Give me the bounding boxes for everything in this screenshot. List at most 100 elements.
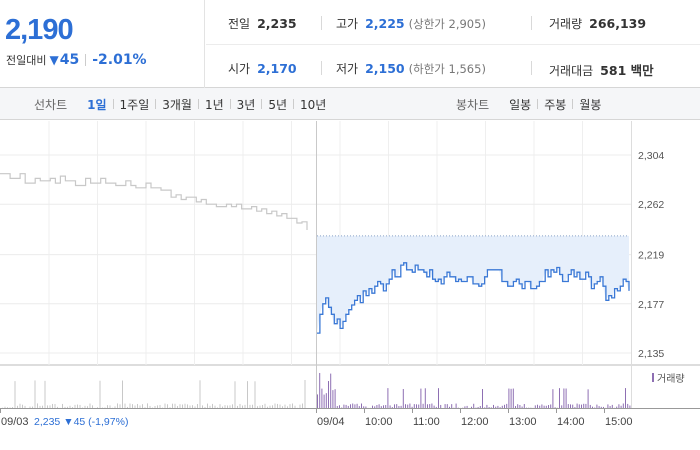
volume-bar — [585, 403, 587, 408]
tab-monthly-candle[interactable]: 월봉 — [579, 97, 602, 112]
volume-bar — [64, 406, 66, 408]
volume-bar — [567, 404, 569, 408]
volume-bar — [446, 404, 448, 408]
divider — [321, 16, 322, 30]
volume-bar — [550, 404, 552, 408]
volume-bar — [172, 403, 173, 408]
tab-weekly-candle[interactable]: 주봉 — [544, 97, 567, 112]
tab-daily-candle[interactable]: 일봉 — [509, 97, 532, 112]
volume-bar — [325, 393, 327, 408]
volume-bar — [67, 406, 68, 408]
volume-bar — [159, 404, 161, 408]
volume-bar — [383, 405, 384, 408]
volume-bar — [237, 405, 238, 408]
tab-3year[interactable]: 3년 — [236, 97, 256, 112]
divider — [229, 99, 231, 109]
volume-bar — [477, 407, 479, 408]
volume-bar — [356, 403, 358, 408]
candle-chart-tabs: 봉차트 일봉 주봉 월봉 — [456, 88, 607, 120]
volume-bar — [259, 405, 261, 408]
prev-day-close-info: 2,235 ▼45 (-1,97%) — [34, 416, 128, 428]
volume-bar — [411, 406, 413, 408]
volume-bar — [431, 403, 433, 408]
high-label: 고가 — [336, 17, 359, 31]
volume-bar — [506, 403, 508, 408]
price-chart[interactable]: 2,304 2,262 2,219 2,177 2,135 거래량 09/03 09/04 10… — [0, 121, 700, 450]
volume-bar — [413, 404, 415, 408]
volume-bar — [292, 403, 293, 408]
volume-bar — [422, 403, 424, 408]
divider — [537, 99, 539, 109]
volume-bar — [149, 405, 151, 408]
tab-1week[interactable]: 1주일 — [119, 97, 150, 112]
volume-bar — [576, 403, 578, 408]
volume-bar — [39, 405, 41, 408]
divider — [531, 16, 532, 30]
volume-bar — [74, 404, 76, 408]
volume-bar — [157, 405, 158, 408]
volume-bar — [289, 404, 291, 408]
volume-bar — [336, 406, 338, 408]
volume-bar — [249, 404, 251, 408]
volume-bar — [449, 406, 450, 408]
volume-bar — [400, 405, 402, 408]
volume-bar — [232, 404, 233, 408]
chart-period-nav: 선차트 1일 1주일 3개월 1년 3년 5년 10년 봉차트 일봉 주봉 월봉 — [0, 88, 700, 120]
volume-bar — [29, 406, 31, 408]
volume-bar — [515, 406, 516, 408]
volume-bar — [372, 405, 373, 408]
volume-bar — [473, 403, 475, 408]
volume-bar — [510, 388, 512, 408]
line-chart-title: 선차트 — [34, 97, 68, 112]
volume-bar — [179, 404, 181, 408]
tab-1year[interactable]: 1년 — [204, 97, 224, 112]
volume-bar — [317, 394, 318, 408]
divider — [112, 99, 114, 109]
volume-bar — [284, 404, 286, 408]
volume-bar — [389, 405, 391, 408]
volume-bar — [139, 405, 141, 408]
volume-bar — [321, 388, 323, 408]
volume-bar — [611, 404, 613, 408]
tab-10year[interactable]: 10년 — [300, 97, 327, 112]
volume-bar — [109, 405, 111, 408]
volume-bar — [247, 381, 248, 408]
volume-bar — [144, 407, 146, 408]
tab-1day[interactable]: 1일 — [87, 97, 107, 112]
volume-bar — [587, 389, 589, 408]
volume-bar — [561, 405, 563, 408]
price-chart-svg: 2,304 2,262 2,219 2,177 2,135 거래량 09/03 09/04 10… — [0, 121, 700, 428]
volume-bar — [559, 388, 560, 408]
volume-bar — [62, 403, 63, 408]
open-label: 시가 — [228, 62, 251, 76]
volume-bar — [124, 403, 126, 408]
volume-bar — [212, 403, 213, 408]
divider — [197, 99, 199, 109]
divider — [261, 99, 263, 109]
tab-5year[interactable]: 5년 — [268, 97, 288, 112]
volume-bar — [262, 404, 263, 408]
divider — [85, 54, 87, 66]
volume-bar — [347, 405, 349, 408]
volume-bar — [488, 407, 490, 408]
lower-limit: (하한가 1,565) — [408, 62, 486, 76]
divider — [155, 99, 157, 109]
volume-bar — [19, 403, 21, 408]
divider — [321, 61, 322, 75]
amount-stat: 거래대금 581 백만 — [549, 60, 654, 79]
tab-3month[interactable]: 3개월 — [162, 97, 192, 112]
volume-bar — [114, 406, 116, 408]
volume-bar — [554, 407, 556, 408]
volume-bar — [4, 406, 6, 408]
current-price: 2,190 — [5, 14, 74, 46]
x-tick-label: 14:00 — [557, 416, 585, 428]
volume-bar — [330, 373, 332, 408]
volume-bar — [14, 381, 16, 408]
volume-bar — [572, 404, 574, 408]
down-triangle-icon: ▼ — [49, 53, 59, 67]
volume-bar — [596, 404, 598, 408]
volume-bar — [380, 406, 382, 408]
volume-bar — [323, 394, 325, 408]
volume-bar — [552, 389, 554, 408]
volume-bar — [541, 404, 543, 408]
